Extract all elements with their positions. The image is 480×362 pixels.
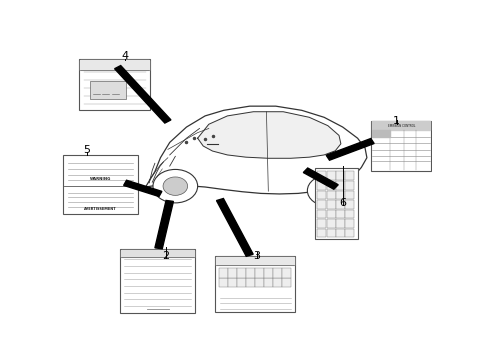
FancyBboxPatch shape: [79, 59, 150, 110]
Polygon shape: [303, 168, 338, 189]
Polygon shape: [81, 60, 149, 70]
Text: 6: 6: [339, 198, 346, 208]
Polygon shape: [145, 106, 367, 194]
FancyBboxPatch shape: [264, 269, 273, 278]
Text: 4: 4: [121, 51, 129, 61]
Polygon shape: [216, 198, 253, 256]
Circle shape: [307, 175, 348, 206]
FancyBboxPatch shape: [282, 278, 291, 287]
FancyBboxPatch shape: [237, 269, 246, 278]
FancyBboxPatch shape: [345, 219, 354, 228]
Circle shape: [153, 169, 198, 203]
FancyBboxPatch shape: [327, 200, 336, 209]
FancyBboxPatch shape: [228, 269, 237, 278]
FancyBboxPatch shape: [327, 219, 336, 228]
FancyBboxPatch shape: [264, 278, 273, 287]
FancyBboxPatch shape: [273, 278, 282, 287]
Polygon shape: [372, 130, 390, 137]
Text: WARNING: WARNING: [90, 177, 111, 181]
FancyBboxPatch shape: [246, 278, 255, 287]
FancyBboxPatch shape: [345, 172, 354, 180]
FancyBboxPatch shape: [255, 269, 264, 278]
FancyBboxPatch shape: [317, 200, 326, 209]
Polygon shape: [216, 257, 294, 265]
FancyBboxPatch shape: [255, 278, 264, 287]
Polygon shape: [124, 180, 162, 197]
Circle shape: [163, 177, 188, 195]
FancyBboxPatch shape: [327, 190, 336, 199]
Polygon shape: [155, 201, 173, 249]
Polygon shape: [115, 66, 171, 123]
FancyBboxPatch shape: [273, 269, 282, 278]
FancyBboxPatch shape: [372, 121, 431, 171]
FancyBboxPatch shape: [90, 81, 126, 99]
Polygon shape: [326, 139, 374, 160]
Polygon shape: [198, 112, 341, 158]
FancyBboxPatch shape: [215, 256, 296, 312]
Text: AVERTISSEMENT: AVERTISSEMENT: [84, 207, 117, 211]
FancyBboxPatch shape: [219, 278, 228, 287]
FancyBboxPatch shape: [317, 181, 326, 190]
FancyBboxPatch shape: [317, 210, 326, 218]
FancyBboxPatch shape: [246, 269, 255, 278]
Polygon shape: [372, 122, 430, 130]
FancyBboxPatch shape: [317, 190, 326, 199]
FancyBboxPatch shape: [345, 190, 354, 199]
FancyBboxPatch shape: [345, 181, 354, 190]
FancyBboxPatch shape: [228, 278, 237, 287]
Text: 1: 1: [393, 117, 400, 126]
FancyBboxPatch shape: [317, 172, 326, 180]
Text: EMISSION CONTROL: EMISSION CONTROL: [388, 124, 415, 128]
FancyBboxPatch shape: [336, 190, 345, 199]
Circle shape: [317, 182, 339, 199]
FancyBboxPatch shape: [219, 269, 228, 278]
FancyBboxPatch shape: [63, 156, 138, 214]
FancyBboxPatch shape: [336, 200, 345, 209]
FancyBboxPatch shape: [237, 278, 246, 287]
FancyBboxPatch shape: [120, 249, 195, 313]
FancyBboxPatch shape: [317, 229, 326, 237]
FancyBboxPatch shape: [327, 210, 336, 218]
Text: 5: 5: [84, 145, 90, 155]
FancyBboxPatch shape: [327, 229, 336, 237]
FancyBboxPatch shape: [336, 219, 345, 228]
Polygon shape: [121, 250, 194, 257]
FancyBboxPatch shape: [327, 172, 336, 180]
FancyBboxPatch shape: [336, 181, 345, 190]
FancyBboxPatch shape: [317, 219, 326, 228]
FancyBboxPatch shape: [345, 200, 354, 209]
FancyBboxPatch shape: [345, 210, 354, 218]
FancyBboxPatch shape: [345, 229, 354, 237]
Text: 3: 3: [253, 251, 261, 261]
Text: 2: 2: [162, 251, 169, 261]
FancyBboxPatch shape: [282, 269, 291, 278]
FancyBboxPatch shape: [336, 210, 345, 218]
FancyBboxPatch shape: [327, 181, 336, 190]
FancyBboxPatch shape: [315, 168, 358, 239]
FancyBboxPatch shape: [336, 229, 345, 237]
FancyBboxPatch shape: [336, 172, 345, 180]
